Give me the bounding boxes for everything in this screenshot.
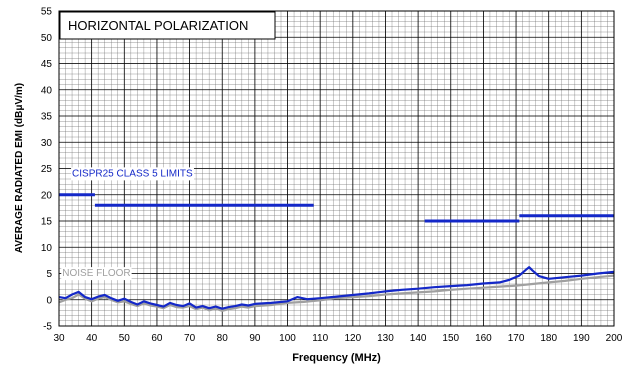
x-tick-label: 190 xyxy=(573,333,590,344)
y-axis-label: AVERAGE RADIATED EMI (dBμV/m) xyxy=(14,83,25,253)
annotation: CISPR25 CLASS 5 LIMITS xyxy=(71,167,194,181)
x-tick-label: 40 xyxy=(86,333,98,344)
x-tick-label: 170 xyxy=(508,333,525,344)
y-tick-label: 35 xyxy=(41,112,53,123)
series-emi xyxy=(58,266,615,310)
x-tick-label: 130 xyxy=(377,333,394,344)
annotation-text: NOISE FLOOR xyxy=(62,268,130,279)
annotations: CISPR25 CLASS 5 LIMITS NOISE FLOOR xyxy=(61,167,194,281)
y-tick-label: 5 xyxy=(46,269,52,280)
plot-frame xyxy=(58,10,615,327)
x-tick-label: 150 xyxy=(442,333,459,344)
y-tick-label: 45 xyxy=(41,59,53,70)
chart-title: HORIZONTAL POLARIZATION xyxy=(68,18,248,33)
y-tick-label: 15 xyxy=(41,217,53,228)
y-tick-label: 30 xyxy=(41,138,53,149)
y-tick-label: 10 xyxy=(41,243,53,254)
y-tick-labels: -5 0 5 10 15 20 25 30 35 40 45 50 55 xyxy=(41,7,53,333)
series-layer xyxy=(58,266,615,312)
x-tick-label: 60 xyxy=(151,333,163,344)
y-tick-label: 25 xyxy=(41,164,53,175)
x-tick-label: 50 xyxy=(119,333,131,344)
y-tick-label: 0 xyxy=(46,295,52,306)
x-axis-label: Frequency (MHz) xyxy=(292,352,381,364)
x-tick-labels: 30 40 50 60 70 80 90 100 110 120 130 140 150 160 170 18… xyxy=(53,333,622,344)
annotation-text: CISPR25 CLASS 5 LIMITS xyxy=(72,168,193,179)
x-tick-label: 180 xyxy=(540,333,557,344)
x-tick-label: 140 xyxy=(410,333,427,344)
x-tick-label: 120 xyxy=(344,333,361,344)
x-tick-label: 100 xyxy=(279,333,296,344)
x-tick-label: 90 xyxy=(249,333,261,344)
chart-title-box: HORIZONTAL POLARIZATION xyxy=(59,11,276,40)
y-tick-label: 55 xyxy=(41,7,53,18)
y-tick-label: 20 xyxy=(41,190,53,201)
x-tick-label: 110 xyxy=(312,333,328,344)
annotation-background xyxy=(71,167,194,181)
y-tick-label: 40 xyxy=(41,85,53,96)
y-tick-label: 50 xyxy=(41,33,53,44)
annotation-background xyxy=(61,267,132,281)
limits-layer xyxy=(59,193,614,223)
series-noise-floor xyxy=(58,274,615,312)
x-tick-label: 200 xyxy=(606,333,623,344)
y-tick-label: -5 xyxy=(43,322,52,333)
x-tick-label: 160 xyxy=(475,333,492,344)
x-tick-label: 80 xyxy=(217,333,229,344)
x-tick-label: 70 xyxy=(184,333,196,344)
annotation: NOISE FLOOR xyxy=(61,267,132,281)
x-tick-label: 30 xyxy=(53,333,65,344)
